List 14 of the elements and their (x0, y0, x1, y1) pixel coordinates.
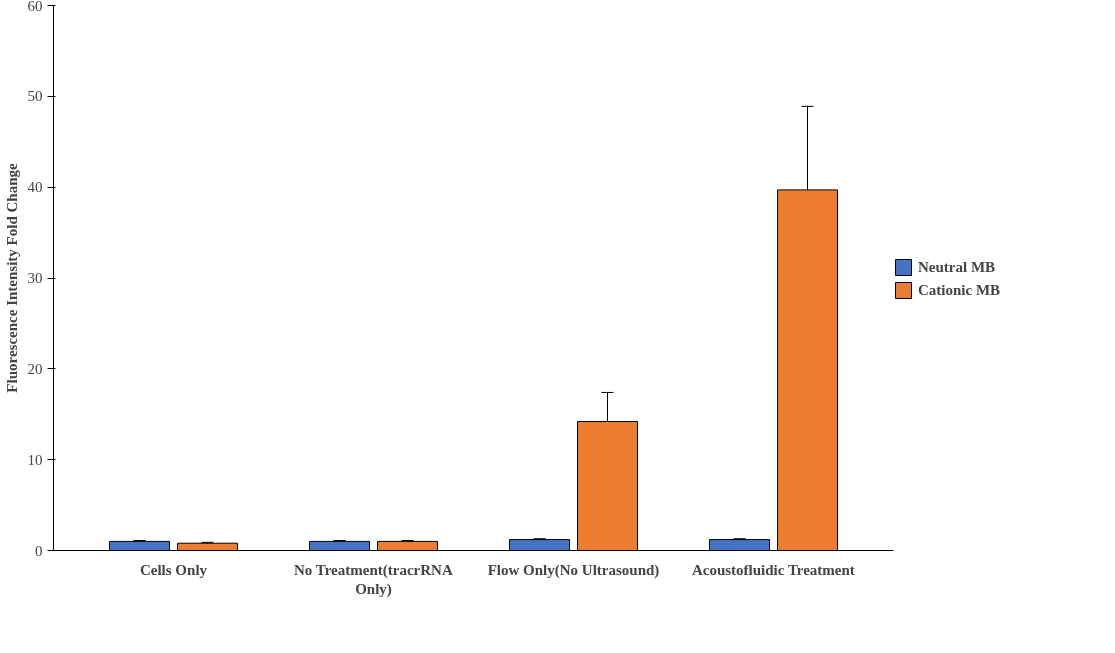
legend-label: Cationic MB (918, 281, 1001, 299)
x-tick-label: Acoustofluidic Treatment (691, 561, 855, 578)
y-axis-title: Fluorescence Intensity Fold Change (3, 163, 20, 393)
y-tick-label: 10 (27, 451, 43, 468)
y-tick-label: 30 (27, 270, 43, 286)
x-tick-label: Cells Only (139, 561, 208, 578)
y-tick-label: 50 (27, 88, 43, 105)
y-tick-label: 40 (27, 179, 43, 196)
legend-label: Neutral MB (918, 258, 996, 276)
x-tick-label: No Treatment(tracrRNA Only) (294, 561, 453, 598)
x-tick-label: Flow Only(No Ultrasound) (487, 561, 660, 579)
y-tick-label: 0 (35, 542, 43, 559)
y-tick-label: 60 (27, 0, 43, 14)
y-tick-label: 20 (27, 360, 43, 377)
